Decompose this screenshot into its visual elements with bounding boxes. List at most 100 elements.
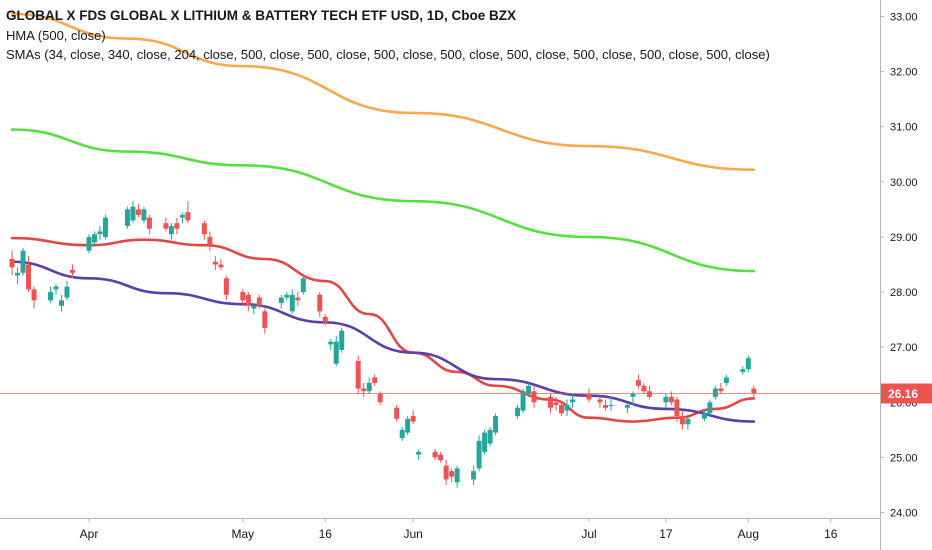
- candle-body: [548, 396, 554, 408]
- candle: [339, 327, 345, 353]
- x-tick-label: May: [231, 527, 254, 541]
- candle: [531, 385, 537, 408]
- y-tick-label: 33.00: [890, 12, 918, 24]
- candle: [20, 247, 26, 276]
- candle-body: [586, 394, 592, 400]
- y-tick-label: 27.00: [890, 342, 918, 354]
- candle-body: [135, 209, 141, 215]
- candle: [751, 385, 757, 397]
- candle: [245, 292, 251, 312]
- candle: [251, 303, 257, 315]
- candle-body: [240, 292, 246, 301]
- candle-body: [718, 388, 724, 392]
- candle-body: [712, 388, 718, 397]
- candle-body: [476, 440, 482, 469]
- candle-body: [515, 407, 521, 417]
- candle-body: [245, 294, 251, 306]
- candles: [9, 201, 757, 488]
- candle: [361, 382, 367, 397]
- candle: [679, 410, 685, 430]
- x-tick-label: 16: [319, 527, 333, 541]
- legend-title: GLOBAL X FDS GLOBAL X LITHIUM & BATTERY …: [6, 8, 517, 23]
- candle-body: [146, 217, 152, 229]
- candle-body: [361, 388, 367, 392]
- candle: [674, 396, 680, 422]
- candle-body: [559, 405, 565, 414]
- candle-body: [317, 294, 323, 312]
- candle: [586, 388, 592, 403]
- candle: [91, 231, 97, 246]
- last-price-badge: [881, 383, 932, 404]
- candle: [295, 292, 301, 306]
- candle: [141, 206, 147, 224]
- candle-body: [322, 316, 328, 323]
- candle-body: [701, 413, 707, 419]
- candle-body: [570, 399, 576, 403]
- last-price-label: 26.16: [888, 387, 918, 401]
- candle-body: [723, 377, 729, 383]
- candle: [146, 214, 152, 235]
- candle: [48, 286, 54, 304]
- candle-body: [102, 217, 108, 237]
- candle: [723, 374, 729, 386]
- candle: [635, 374, 641, 389]
- candle: [86, 234, 92, 254]
- x-tick-label: Apr: [80, 527, 99, 541]
- candle-body: [454, 468, 460, 483]
- candle-body: [355, 360, 361, 389]
- candle-body: [432, 451, 438, 458]
- candle: [317, 292, 323, 317]
- candle-body: [707, 402, 713, 414]
- sma-line-3: [10, 260, 756, 423]
- candle-body: [333, 341, 339, 364]
- candle: [174, 217, 180, 235]
- candle: [564, 399, 570, 417]
- candle: [570, 394, 576, 408]
- candle-body: [646, 391, 652, 397]
- candle: [366, 377, 372, 395]
- candle: [405, 416, 411, 436]
- candle: [240, 289, 246, 306]
- legend-hma: HMA (500, close): [6, 27, 106, 43]
- candle-body: [635, 380, 641, 386]
- candle: [31, 286, 37, 309]
- candle-body: [685, 418, 691, 425]
- candle-body: [438, 454, 444, 461]
- x-tick-label: Jul: [581, 527, 596, 541]
- candle-body: [482, 432, 488, 452]
- candle-body: [174, 223, 180, 229]
- candle: [53, 283, 59, 295]
- candle: [548, 394, 554, 414]
- candle-body: [471, 471, 477, 480]
- candle-body: [278, 297, 284, 304]
- candle: [443, 460, 449, 485]
- candle-body: [630, 394, 636, 397]
- candle-body: [163, 223, 169, 229]
- candle: [179, 212, 185, 224]
- candle: [59, 294, 65, 312]
- candle: [201, 220, 207, 240]
- candle-body: [443, 465, 449, 480]
- candle-body: [289, 294, 295, 312]
- candle-body: [141, 209, 147, 221]
- y-tick-label: 31.00: [890, 122, 918, 134]
- y-tick-label: 25.00: [890, 452, 918, 464]
- candle: [284, 292, 290, 301]
- candle: [438, 451, 444, 463]
- candle-body: [218, 264, 224, 268]
- candle: [262, 308, 268, 334]
- candle: [15, 267, 21, 284]
- candle-body: [493, 416, 499, 433]
- candle-body: [740, 369, 746, 372]
- indicator-lines: [10, 12, 756, 423]
- candle: [432, 449, 438, 461]
- candle-body: [679, 416, 685, 425]
- candle-body: [399, 429, 405, 439]
- candle-body: [410, 416, 416, 422]
- candle: [515, 405, 521, 419]
- candle-body: [602, 405, 608, 408]
- candle-body: [9, 259, 15, 268]
- y-tick-label: 24.00: [890, 507, 918, 519]
